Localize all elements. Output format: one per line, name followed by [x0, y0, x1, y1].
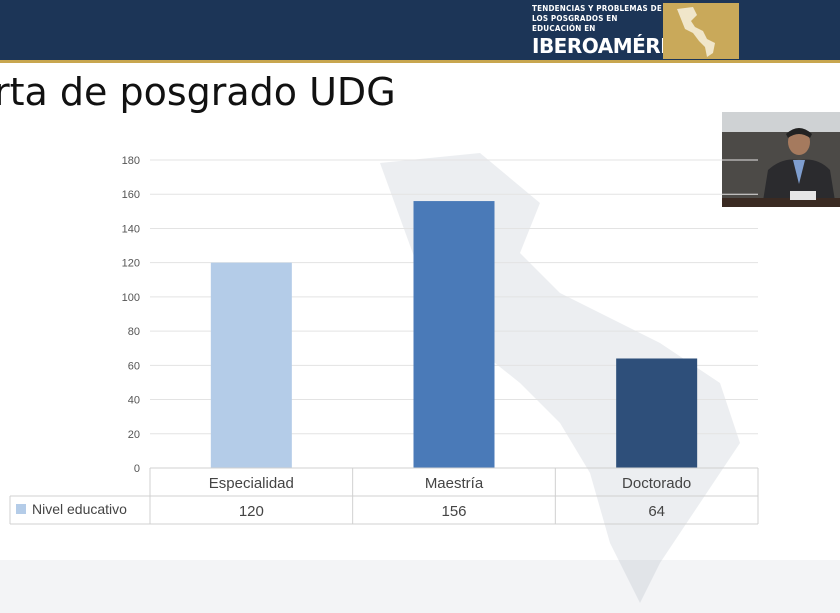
y-tick-label: 140	[122, 223, 140, 235]
category-label: Doctorado	[622, 475, 691, 492]
bar-chart: 0 20 40 60 80 100 120 140 160 180 Especialidad 120 M…	[9, 155, 759, 525]
y-tick-label: 40	[128, 395, 140, 407]
legend-swatch	[16, 504, 26, 514]
conference-logo: TENDENCIAS Y PROBLEMAS DE LOS POSGRADOS …	[532, 4, 697, 58]
y-tick-label: 120	[122, 258, 140, 270]
slide-area	[0, 63, 840, 603]
data-value-label: 120	[239, 503, 264, 520]
y-tick-label: 80	[128, 326, 140, 338]
slide-title: rta de posgrado UDG	[0, 70, 396, 114]
data-value-label: 64	[648, 503, 665, 520]
category-label: Especialidad	[209, 475, 294, 492]
y-tick-label: 180	[122, 155, 140, 167]
logo-line-1: TENDENCIAS Y PROBLEMAS DE	[532, 4, 662, 13]
y-tick-label: 100	[122, 292, 140, 304]
bar	[616, 358, 698, 468]
y-tick-label: 160	[122, 189, 140, 201]
logo-line-2: LOS POSGRADOS EN EDUCACIÓN EN	[532, 14, 618, 33]
bar	[413, 201, 495, 469]
bar	[210, 262, 292, 468]
data-value-label: 156	[441, 503, 466, 520]
y-tick-label: 0	[134, 463, 140, 475]
header-accent-line	[0, 60, 840, 63]
legend-label: Nivel educativo	[32, 501, 127, 517]
y-tick-label: 20	[128, 429, 140, 441]
logo-line-3: IBEROAMÉRICA	[532, 34, 697, 58]
americas-map-logo	[663, 3, 739, 59]
category-label: Maestría	[425, 475, 484, 492]
y-tick-label: 60	[128, 360, 140, 372]
